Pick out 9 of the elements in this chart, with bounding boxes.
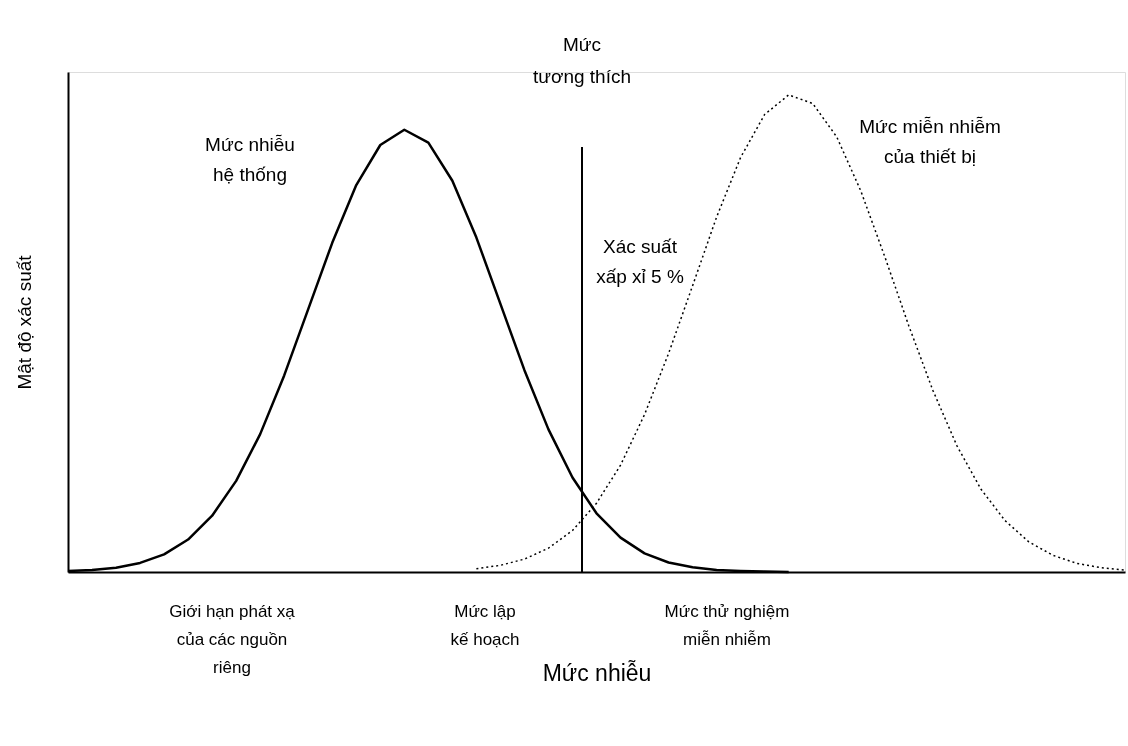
text: Giới hạn phát xạ của các nguồn riêng: [169, 602, 296, 677]
text: Mức tương thích: [532, 34, 632, 87]
text: Mức lập kế hoạch: [450, 602, 520, 649]
text: Mức nhiễu hệ thống: [205, 134, 295, 185]
annotation: Xác suất xấp xỉ 5 %: [596, 236, 684, 287]
series-label: Mức miễn nhiễm của thiết bị: [859, 116, 1001, 167]
text: Mức thử nghiệm miễn nhiễm: [664, 602, 790, 649]
x-axis-title: Mức nhiễu: [542, 659, 652, 686]
y-axis-title: Mật độ xác suất: [13, 254, 35, 390]
